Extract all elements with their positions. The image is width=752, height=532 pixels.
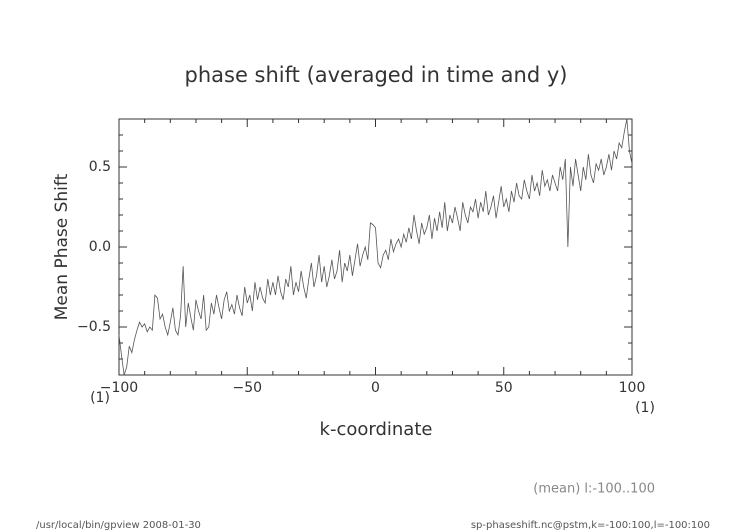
x-tick-label: −100 (100, 380, 138, 396)
annotation: (mean) l:-100..100 (533, 482, 655, 497)
y-tick-label: 0.5 (89, 159, 111, 175)
x-axis-label: k-coordinate (320, 419, 433, 440)
footer-right: sp-phaseshift.nc@pstm,k=-100:100,l=-100:… (471, 520, 710, 531)
plot-frame (118, 118, 633, 376)
y-unit: (1) (635, 400, 655, 416)
data-line (118, 118, 633, 376)
x-tick-label: 50 (495, 380, 513, 396)
y-tick-label: 0.0 (89, 239, 111, 255)
chart-title: phase shift (averaged in time and y) (185, 63, 568, 87)
x-tick-label: 100 (619, 380, 646, 396)
y-axis-label: Mean Phase Shift (52, 173, 72, 320)
x-tick-label: 0 (371, 380, 380, 396)
x-unit: (1) (90, 390, 110, 406)
x-tick-label: −50 (232, 380, 262, 396)
footer-left: /usr/local/bin/gpview 2008-01-30 (36, 520, 201, 531)
y-tick-label: −0.5 (77, 319, 111, 335)
